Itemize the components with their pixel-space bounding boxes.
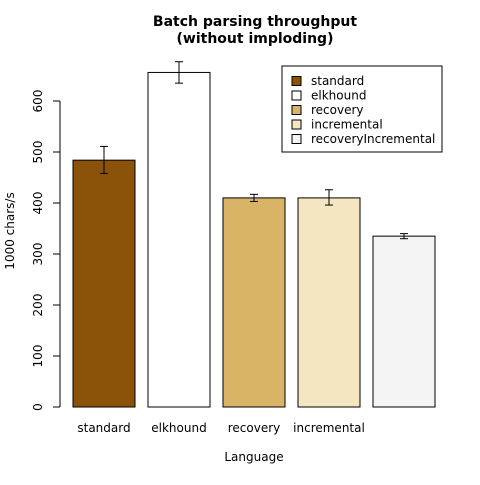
y-tick-label: 500 (31, 141, 45, 164)
legend-label: recovery (311, 103, 364, 117)
legend-label: standard (311, 74, 364, 88)
legend-swatch (291, 119, 302, 130)
bar-recovery (222, 197, 286, 408)
y-tick-label: 100 (31, 345, 45, 368)
x-axis-label: Language (224, 450, 283, 464)
x-tick-label: incremental (293, 421, 365, 435)
y-tick-label: 0 (31, 403, 45, 411)
y-tick-label: 300 (31, 243, 45, 266)
legend-label: recoveryIncremental (311, 132, 435, 146)
y-axis-label: 1000 chars/s (3, 192, 17, 269)
y-tick-label: 600 (31, 90, 45, 113)
legend-swatch (291, 105, 302, 115)
x-tick-label: recovery (228, 421, 281, 435)
legend-swatch (291, 90, 302, 101)
legend-box (281, 65, 443, 153)
x-tick-label: standard (77, 421, 130, 435)
bar-incremental (297, 197, 361, 408)
legend-swatch (291, 76, 302, 86)
bar-elkhound (147, 71, 211, 408)
legend-label: incremental (311, 118, 383, 132)
chart-subtitle: (without imploding) (177, 31, 334, 47)
y-tick-label: 400 (31, 192, 45, 215)
y-axis: 0 100 200 300 400 500 600 (31, 90, 61, 411)
x-tick-label: elkhound (151, 421, 206, 435)
bar-recoveryIncremental (372, 235, 436, 408)
legend: standardelkhoundrecoveryincrementalrecov… (281, 65, 443, 153)
bar-standard (72, 159, 136, 408)
chart-title: Batch parsing throughput (153, 14, 357, 30)
legend-label: elkhound (311, 89, 366, 103)
bars-group (72, 61, 436, 408)
legend-swatch (291, 134, 302, 144)
y-tick-label: 200 (31, 294, 45, 317)
x-tick-labels: standard elkhound recovery incremental (77, 421, 364, 435)
